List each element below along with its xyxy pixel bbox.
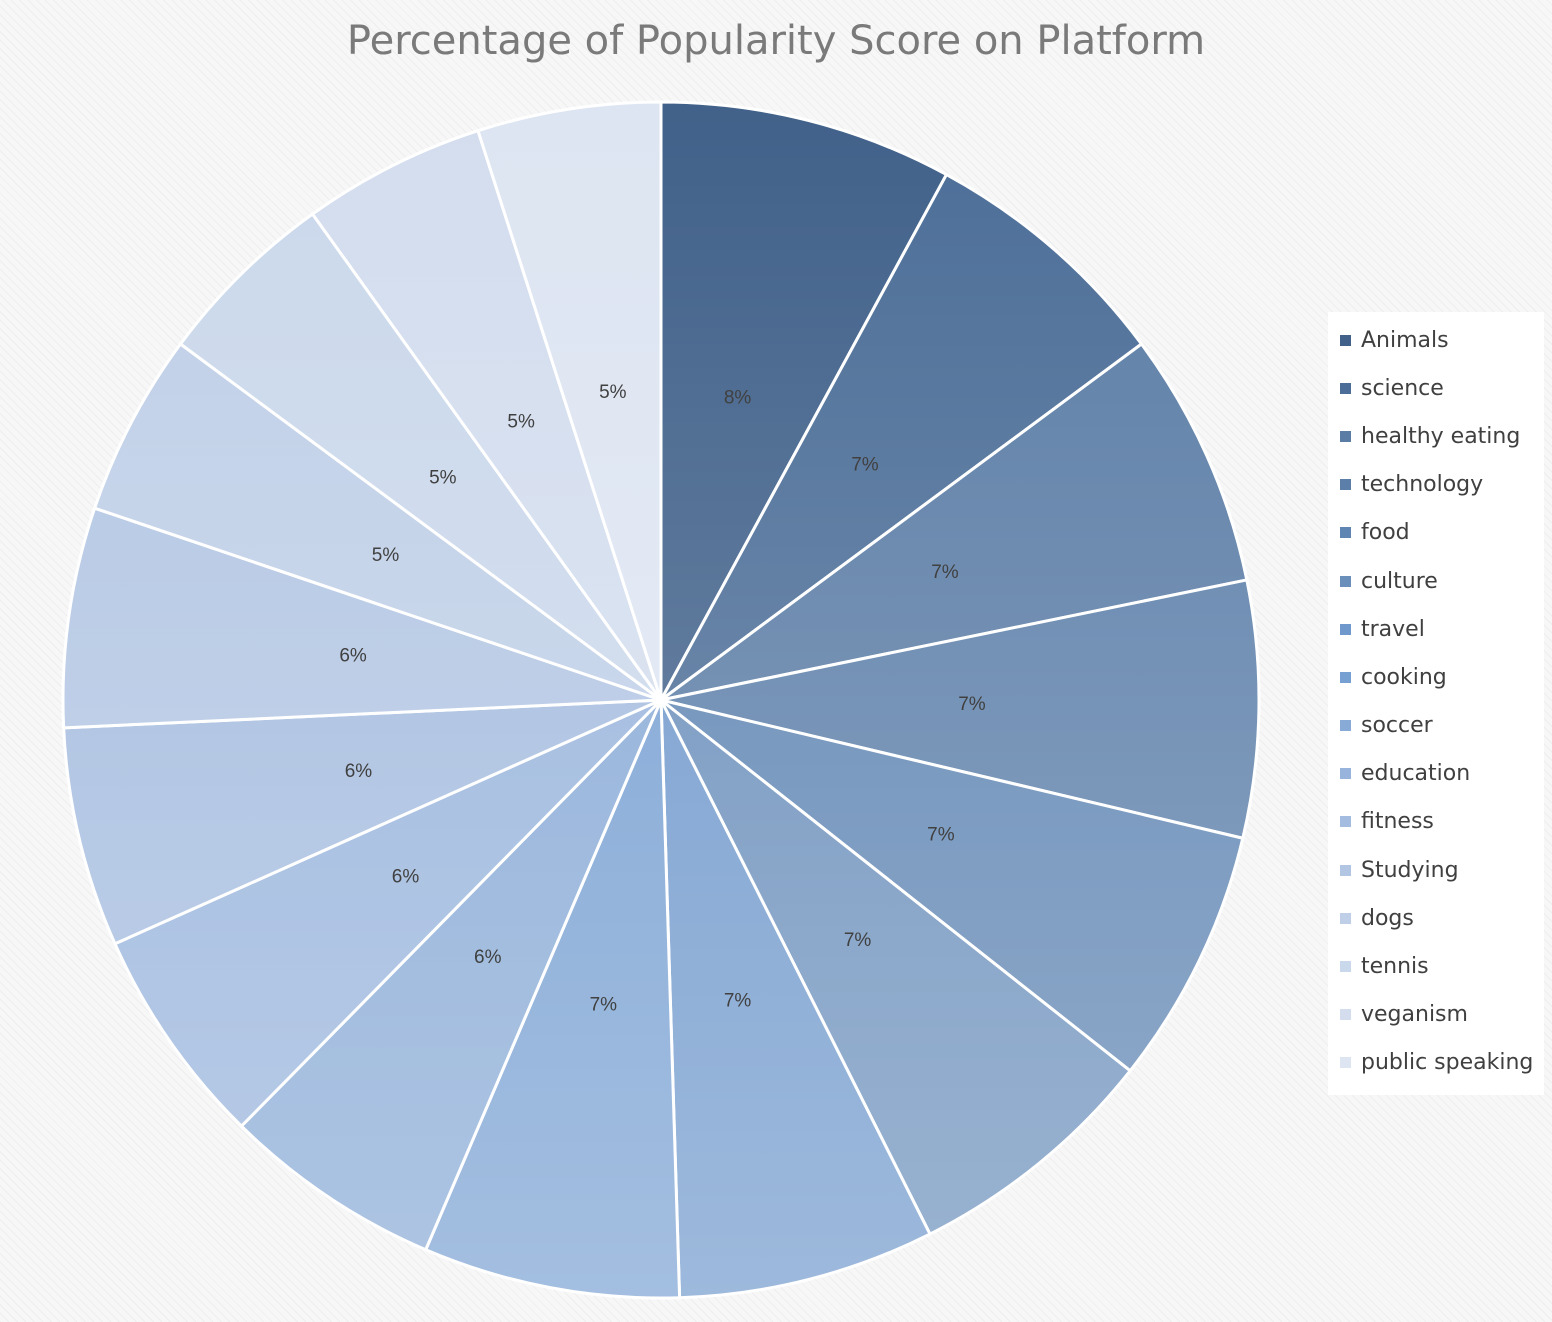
data-label-animals: 8% bbox=[724, 388, 752, 409]
legend-swatch-veganism bbox=[1340, 1009, 1351, 1021]
data-label-studying: 6% bbox=[339, 646, 367, 667]
pie-slice-food bbox=[659, 698, 1245, 1073]
pie-slice-fitness bbox=[62, 698, 663, 946]
legend-label-fitness: fitness bbox=[1361, 809, 1434, 835]
legend-item-healthy-eating: healthy eating bbox=[1328, 412, 1544, 460]
legend-swatch-studying bbox=[1340, 864, 1351, 876]
pie-slice-technology bbox=[659, 578, 1261, 840]
legend-item-animals: Animals bbox=[1328, 316, 1544, 364]
legend-item-culture: culture bbox=[1328, 557, 1544, 605]
legend-item-travel: travel bbox=[1328, 605, 1544, 653]
legend-item-dogs: dogs bbox=[1328, 894, 1544, 942]
data-label-public-speaking: 5% bbox=[599, 382, 627, 403]
legend-label-healthy-eating: healthy eating bbox=[1361, 423, 1521, 449]
pie-slice-travel bbox=[659, 698, 932, 1300]
pie-data-labels: 8% 7% 7% 7% 7% 7% 7% 7% 6% 6% 6% 6% 5% 5% 5% 5% bbox=[339, 382, 985, 1016]
pie-slice-public-speaking bbox=[476, 100, 663, 702]
legend-swatch-healthy-eating bbox=[1340, 430, 1351, 442]
data-label-travel: 7% bbox=[724, 990, 752, 1011]
pie-slice-cooking bbox=[424, 698, 682, 1300]
pie-slice-studying bbox=[61, 506, 663, 730]
data-label-science: 7% bbox=[851, 454, 879, 475]
legend-item-soccer: soccer bbox=[1328, 702, 1544, 750]
legend-swatch-education bbox=[1340, 768, 1351, 780]
pie-slice-science bbox=[659, 173, 1143, 702]
data-label-veganism: 5% bbox=[507, 411, 535, 432]
legend-swatch-tennis bbox=[1340, 961, 1351, 973]
legend-item-cooking: cooking bbox=[1328, 653, 1544, 701]
legend-item-studying: Studying bbox=[1328, 846, 1544, 894]
data-label-healthy-eating: 7% bbox=[931, 562, 959, 583]
legend-swatch-public-speaking bbox=[1340, 1057, 1351, 1069]
legend-swatch-culture bbox=[1340, 575, 1351, 587]
legend-item-food: food bbox=[1328, 509, 1544, 557]
data-label-culture: 7% bbox=[844, 930, 872, 951]
legend-swatch-fitness bbox=[1340, 816, 1351, 828]
pie-slice-education bbox=[113, 698, 663, 1128]
legend-label-technology: technology bbox=[1361, 472, 1484, 498]
legend-label-science: science bbox=[1361, 375, 1444, 401]
pie-slice-tennis bbox=[179, 212, 663, 702]
pie-slice-soccer bbox=[239, 698, 663, 1252]
data-label-cooking: 7% bbox=[590, 995, 618, 1016]
legend-swatch-technology bbox=[1340, 479, 1351, 491]
legend-label-dogs: dogs bbox=[1361, 905, 1414, 931]
legend-swatch-dogs bbox=[1340, 912, 1351, 924]
pie-slice-healthy-eating bbox=[659, 342, 1249, 702]
legend-swatch-soccer bbox=[1340, 720, 1351, 732]
legend-label-soccer: soccer bbox=[1361, 713, 1433, 739]
legend-label-food: food bbox=[1361, 520, 1410, 546]
pie-slice-culture bbox=[659, 698, 1132, 1236]
legend-swatch-animals bbox=[1340, 334, 1351, 346]
pie-slice-veganism bbox=[311, 129, 663, 702]
data-label-soccer: 6% bbox=[474, 947, 502, 968]
chart-legend: Animals science healthy eating technology fo… bbox=[1328, 312, 1544, 1095]
legend-swatch-science bbox=[1340, 382, 1351, 394]
pie-slice-dogs bbox=[93, 342, 663, 702]
pie-slice-animals bbox=[659, 100, 948, 702]
data-label-technology: 7% bbox=[958, 694, 986, 715]
legend-label-public-speaking: public speaking bbox=[1361, 1050, 1534, 1076]
legend-label-tennis: tennis bbox=[1361, 954, 1429, 980]
legend-item-fitness: fitness bbox=[1328, 798, 1544, 846]
legend-label-veganism: veganism bbox=[1361, 1002, 1468, 1028]
data-label-education: 6% bbox=[392, 866, 420, 887]
legend-item-veganism: veganism bbox=[1328, 991, 1544, 1039]
legend-item-tennis: tennis bbox=[1328, 942, 1544, 990]
legend-label-studying: Studying bbox=[1361, 857, 1459, 883]
legend-label-culture: culture bbox=[1361, 568, 1438, 594]
data-label-fitness: 6% bbox=[345, 761, 373, 782]
legend-item-education: education bbox=[1328, 750, 1544, 798]
legend-label-cooking: cooking bbox=[1361, 664, 1447, 690]
legend-swatch-cooking bbox=[1340, 671, 1351, 683]
chart-title: Percentage of Popularity Score on Platfo… bbox=[346, 18, 1206, 64]
legend-item-public-speaking: public speaking bbox=[1328, 1039, 1544, 1087]
legend-swatch-food bbox=[1340, 527, 1351, 539]
legend-swatch-travel bbox=[1340, 623, 1351, 635]
legend-label-travel: travel bbox=[1361, 616, 1425, 642]
data-label-tennis: 5% bbox=[429, 467, 457, 488]
data-label-dogs: 5% bbox=[372, 545, 400, 566]
legend-item-science: science bbox=[1328, 364, 1544, 412]
legend-label-education: education bbox=[1361, 761, 1471, 787]
pie-slices bbox=[61, 100, 1261, 1300]
legend-item-technology: technology bbox=[1328, 461, 1544, 509]
legend-label-animals: Animals bbox=[1361, 327, 1449, 353]
data-label-food: 7% bbox=[927, 825, 955, 846]
